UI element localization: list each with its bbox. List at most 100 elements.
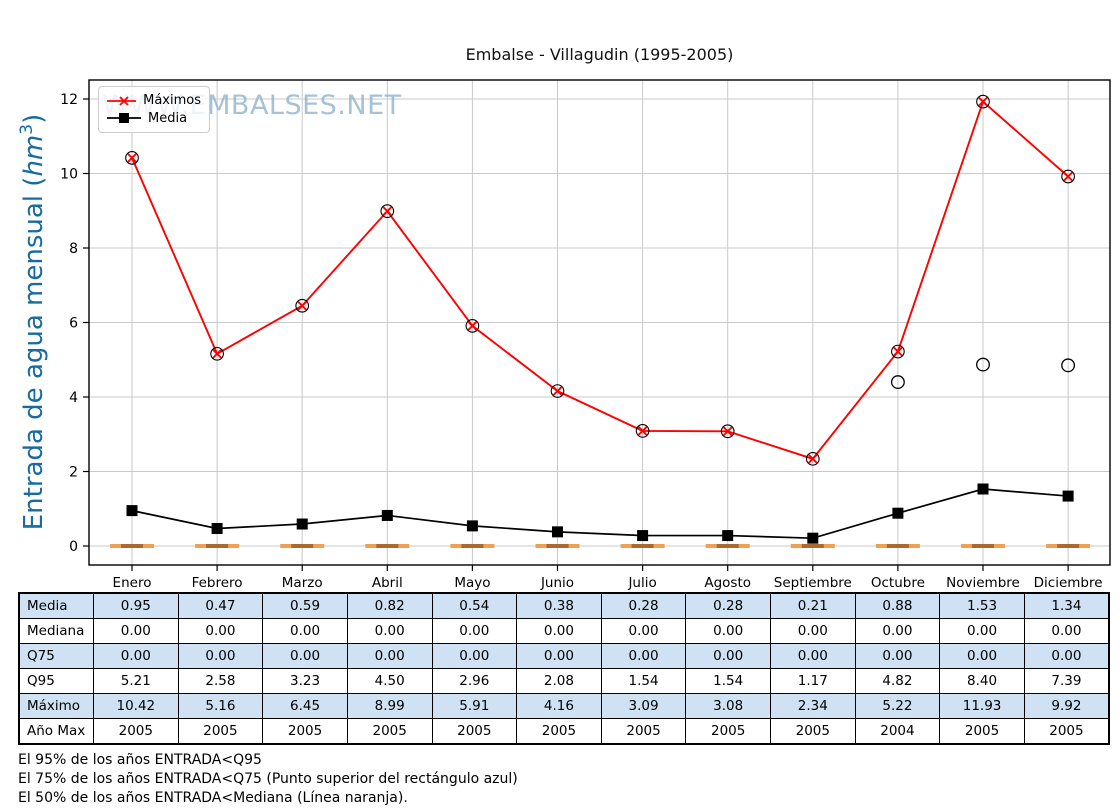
row-label-cell: Mediana	[18, 618, 94, 644]
media-marker	[552, 526, 563, 538]
legend-label-maximos: Máximos	[143, 93, 201, 109]
x-tick-label: Septiembre	[774, 575, 852, 591]
footer-line-q95: El 95% de los años ENTRADA<Q95	[18, 752, 262, 768]
maximos-marker-x	[637, 426, 648, 436]
table-row: Año Max 2005 2005 2005 2005 2005 2005 2005 2005 2…	[18, 718, 1110, 745]
value-cell: 0.00	[854, 643, 941, 669]
maximos-line-icon	[107, 96, 137, 106]
x-tick-label: Julio	[627, 575, 656, 591]
mediana-dash-core	[121, 544, 143, 548]
value-cell: 5.91	[431, 693, 518, 719]
value-cell: 2005	[346, 718, 433, 745]
value-cell: 2005	[1023, 718, 1110, 745]
table-row: Media 0.95 0.47 0.59 0.82 0.54 0.38 0.28 0.28 0.2…	[18, 592, 1110, 619]
value-cell: 0.00	[1023, 643, 1110, 669]
value-cell: 5.22	[854, 693, 941, 719]
value-cell: 2005	[93, 718, 179, 745]
y-tick-label: 0	[69, 539, 78, 555]
media-marker	[466, 520, 478, 532]
value-cell: 3.09	[600, 693, 687, 719]
maximos-marker-circle	[891, 344, 905, 359]
outlier-circle	[1061, 358, 1076, 373]
row-label-cell: Año Max	[18, 718, 94, 745]
value-cell: 2005	[177, 718, 264, 745]
maximos-marker-circle	[550, 384, 565, 398]
value-cell: 1.54	[685, 668, 771, 694]
maximos-marker-x	[552, 386, 563, 396]
value-cell: 0.00	[346, 643, 433, 669]
legend-maximos-x	[119, 96, 129, 106]
legend-item-maximos: Máximos	[107, 93, 201, 108]
mediana-series	[110, 544, 1091, 548]
table-row: Q95 5.21 2.58 3.23 4.50 2.96 2.08 1.54 1.54 1.17 4…	[18, 668, 1110, 694]
value-cell: 2.58	[177, 668, 264, 694]
value-cell: 0.28	[685, 592, 771, 619]
maximos-marker-x	[382, 206, 393, 216]
value-cell: 1.53	[939, 592, 1025, 619]
chart-svg: 0 2 4 6 8 10 12 Enero Febrero Marzo Abril Mayo Juni…	[60, 79, 1111, 591]
value-cell: 0.47	[177, 592, 264, 619]
legend-maximos-swatch	[107, 96, 137, 106]
value-cell: 0.21	[770, 592, 856, 619]
media-marker	[807, 532, 819, 544]
y-axis-label-exponent: 3	[17, 123, 38, 135]
mediana-dash-core	[716, 544, 739, 548]
value-cell: 0.00	[177, 618, 264, 644]
value-cell: 2.34	[770, 693, 856, 719]
x-tick-label: Enero	[113, 575, 152, 591]
maximos-marker-x	[978, 96, 988, 107]
value-cell: 0.82	[346, 592, 433, 619]
x-tick-label: Noviembre	[946, 575, 1020, 591]
mediana-dash-core	[291, 544, 314, 548]
y-tick-label: 12	[60, 92, 78, 108]
value-cell: 0.00	[939, 618, 1025, 644]
legend-item-media: Media	[107, 111, 201, 126]
legend-media-swatch	[107, 113, 141, 124]
value-cell: 0.00	[431, 643, 518, 669]
maximos-marker-circle	[465, 319, 480, 333]
x-tick-label: Mayo	[454, 575, 490, 591]
maximos-marker-circle	[1061, 169, 1075, 184]
value-cell: 3.23	[262, 668, 348, 694]
value-cell: 0.00	[262, 643, 348, 669]
media-marker	[637, 530, 649, 542]
value-cell: 0.00	[346, 618, 433, 644]
mediana-dash-core	[886, 544, 909, 548]
value-cell: 2.08	[516, 668, 602, 694]
y-tick-label: 4	[69, 390, 78, 406]
media-marker	[1062, 490, 1074, 502]
y-axis-label-suffix: )	[18, 113, 49, 124]
value-cell: 2005	[770, 718, 856, 745]
value-cell: 0.38	[516, 592, 602, 619]
value-cell: 0.00	[770, 618, 856, 644]
y-axis-label-prefix: Entrada de agua mensual (	[18, 176, 49, 531]
row-label-cell: Q75	[18, 643, 94, 669]
value-cell: 0.28	[600, 592, 687, 619]
value-cell: 6.45	[262, 693, 348, 719]
media-marker	[211, 522, 223, 534]
value-cell: 0.00	[1023, 618, 1110, 644]
media-marker	[722, 530, 734, 542]
x-tick-label: Febrero	[192, 575, 243, 591]
maximos-marker-x	[212, 348, 222, 359]
media-series	[126, 483, 1074, 544]
value-cell: 1.34	[1023, 592, 1110, 619]
value-cell: 4.50	[346, 668, 433, 694]
maximos-line	[131, 99, 1069, 460]
outlier-circle	[890, 375, 905, 390]
value-cell: 4.16	[516, 693, 602, 719]
value-cell: 0.59	[262, 592, 348, 619]
stats-table: Media 0.95 0.47 0.59 0.82 0.54 0.38 0.28 0.28 0.2…	[18, 592, 1110, 745]
media-line-icon	[107, 113, 141, 124]
value-cell: 11.93	[939, 693, 1025, 719]
value-cell: 2.96	[431, 668, 518, 694]
maximos-series	[125, 94, 1075, 466]
y-axis-label-unit: hm	[18, 134, 49, 177]
media-marker	[892, 507, 904, 519]
maximos-marker-x	[1063, 171, 1073, 182]
maximos-marker-circle	[976, 94, 990, 109]
value-cell: 9.92	[1023, 693, 1110, 719]
table-row: Q75 0.00 0.00 0.00 0.00 0.00 0.00 0.00 0.00 0.00 0…	[18, 643, 1110, 669]
value-cell: 2005	[262, 718, 348, 745]
